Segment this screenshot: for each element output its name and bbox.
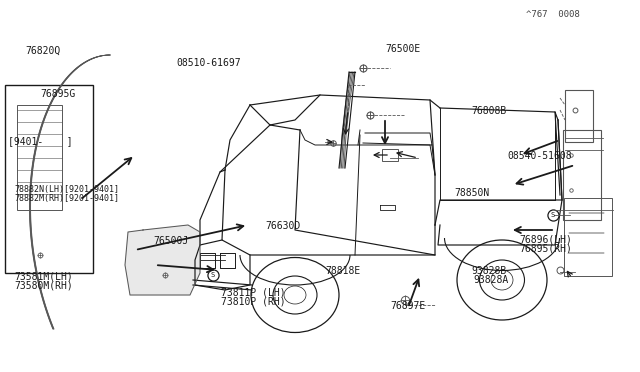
Text: 78882M(RH)[9201-9401]: 78882M(RH)[9201-9401] xyxy=(14,194,119,203)
Text: 76630D: 76630D xyxy=(266,221,301,231)
Text: 78818E: 78818E xyxy=(325,266,360,276)
Text: 08510-61697: 08510-61697 xyxy=(177,58,241,68)
Text: 73810P (RH): 73810P (RH) xyxy=(221,296,285,306)
Text: 73811P (LH): 73811P (LH) xyxy=(221,288,285,298)
Text: 76896(LH): 76896(LH) xyxy=(520,235,573,244)
Text: ^767  0008: ^767 0008 xyxy=(526,10,580,19)
Text: 76500J: 76500J xyxy=(154,236,189,246)
Text: 73580M(RH): 73580M(RH) xyxy=(14,281,73,291)
Bar xyxy=(563,130,601,220)
Text: 76897E: 76897E xyxy=(390,301,426,311)
Bar xyxy=(565,90,593,142)
Text: S: S xyxy=(551,212,555,218)
Text: 93828B: 93828B xyxy=(472,266,507,276)
Bar xyxy=(5,85,93,273)
Text: 08540-51608: 08540-51608 xyxy=(508,151,572,161)
Text: [9401-    ]: [9401- ] xyxy=(8,137,72,146)
Text: 76500E: 76500E xyxy=(385,45,420,54)
Text: 73581M(LH): 73581M(LH) xyxy=(14,272,73,282)
Text: S: S xyxy=(211,272,215,278)
Text: 76895(RH): 76895(RH) xyxy=(520,244,573,253)
Text: 78850N: 78850N xyxy=(454,189,490,198)
Text: 93828A: 93828A xyxy=(474,275,509,285)
Bar xyxy=(564,198,612,276)
Text: 76895G: 76895G xyxy=(40,89,76,99)
Polygon shape xyxy=(125,225,200,295)
Bar xyxy=(382,149,398,161)
Text: 76820Q: 76820Q xyxy=(26,45,61,55)
Bar xyxy=(17,105,62,210)
Text: 76808B: 76808B xyxy=(471,106,506,116)
Text: 78882N(LH)[9201-9401]: 78882N(LH)[9201-9401] xyxy=(14,185,119,194)
